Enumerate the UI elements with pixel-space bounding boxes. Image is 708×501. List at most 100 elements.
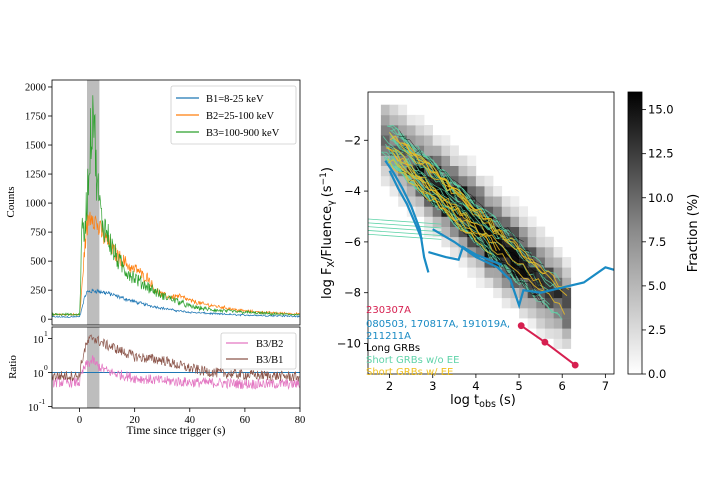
ratio-xtick-label: 40 <box>185 415 196 426</box>
counts-ylabel: Counts <box>5 186 17 217</box>
heatmap-cell <box>553 267 563 278</box>
heatmap-cell <box>475 196 485 207</box>
heatmap-cell <box>544 307 554 319</box>
heatmap-ylabel-unit: (s <box>320 185 335 197</box>
heatmap-cell <box>424 155 433 166</box>
heatmap-cell <box>380 165 390 177</box>
heatmap-cell <box>389 104 399 116</box>
heatmap-cell <box>493 186 503 197</box>
heatmap-cell <box>544 236 554 248</box>
counts-legend: B1=8-25 keV B2=25-100 keV B3=100-900 keV <box>170 85 297 145</box>
counts-ytick-label: 250 <box>30 286 46 297</box>
ratio-ytick-0: 10 0 <box>33 363 52 380</box>
heatmap-cell <box>544 257 554 268</box>
heatmap-cell <box>458 236 468 248</box>
heatmap-ylabel-unitexp: −1 <box>319 172 329 185</box>
heatmap-cell <box>432 155 442 166</box>
heatmap-cell <box>475 277 485 288</box>
heatmap-cell <box>475 175 485 187</box>
heatmap-cell <box>484 196 494 207</box>
heatmap-cell <box>544 328 554 339</box>
heatmap-ylabel-fsub: X <box>326 261 337 268</box>
heatmap-cell <box>450 175 459 187</box>
ratio-legend-box <box>220 332 297 370</box>
heatmap-cell <box>484 267 494 278</box>
heatmap-ytick-label: −2 <box>344 133 361 147</box>
heatmap-cell <box>527 297 537 309</box>
long-grb-curve <box>399 130 524 242</box>
heatmap-cell <box>501 287 511 299</box>
heatmap-cell <box>389 186 399 197</box>
colorbar-tick-label: 7.5 <box>648 235 666 249</box>
heatmap-cell <box>510 297 520 309</box>
heatmap-cell <box>493 287 503 299</box>
heatmap-series-080503 <box>384 159 430 273</box>
heatmap-cell <box>536 328 546 339</box>
counts-ytick-label: 750 <box>30 228 46 239</box>
heatmap-cell <box>450 155 459 166</box>
heatmap-cell <box>432 175 442 187</box>
heatmap-cell <box>441 216 451 227</box>
short-grb-wo-ee-curve <box>387 124 461 192</box>
heatmap-cell <box>493 277 503 288</box>
ratio-ytick-0-base: 10 <box>33 369 44 380</box>
heatmap-cell <box>553 287 563 299</box>
counts-series-line-2 <box>52 211 300 317</box>
counts-panel: 0 250 500 750 1000 1250 1500 1750 2000 Counts B1… <box>5 79 301 326</box>
ratio-ytick-0-exp: 0 <box>44 363 48 372</box>
heatmap-cell <box>380 145 390 156</box>
heatmap-cell <box>398 175 408 187</box>
short-grb-w-ee-curve <box>401 142 568 296</box>
heatmap-cell <box>467 236 477 248</box>
ratio-axes-frame <box>51 326 301 409</box>
heatmap-cell <box>424 186 433 197</box>
heatmap-legend: 230307A 080503, 170817A, 191019A, 211211… <box>366 305 510 378</box>
heatmap-cell <box>553 318 563 329</box>
heatmap-cell <box>536 318 546 329</box>
heatmap-cell <box>441 135 451 146</box>
ratio-shaded-interval <box>87 327 100 408</box>
heatmap-cell <box>510 247 520 258</box>
legend-label-b3b1: B3/B1 <box>256 355 283 366</box>
heatmap-cell <box>458 196 468 207</box>
heatmap-cell <box>450 226 459 238</box>
heatmap-cell <box>501 196 511 207</box>
heatmap-cell <box>510 206 520 217</box>
heatmap-cell <box>527 216 537 227</box>
heatmap-cell <box>553 328 563 339</box>
heatmap-cell <box>450 247 459 258</box>
heatmap-cell <box>450 206 459 217</box>
counts-ytick-label: 0 <box>41 315 46 326</box>
heatmap-cell <box>553 247 563 258</box>
heatmap-cell <box>484 277 494 288</box>
heatmap-cell <box>432 206 442 217</box>
grb230307a-point <box>541 338 549 346</box>
heatmap-cell <box>527 236 537 248</box>
heatmap-cell <box>519 307 528 319</box>
heatmap-cell <box>450 145 459 156</box>
heatmap-cell <box>501 297 511 309</box>
short-grb-plateau-curve <box>368 233 442 240</box>
heatmap-cell <box>553 277 563 288</box>
heatmap-cell <box>424 196 433 207</box>
short-grb-plateau-curve <box>368 218 442 225</box>
heatmap-cell <box>380 104 390 116</box>
heatmap-cell <box>467 165 477 177</box>
heatmap-cell <box>398 104 408 116</box>
short-grb-w-ee-curve <box>403 144 570 290</box>
heatmap-cell <box>467 155 477 166</box>
heatmap-series-211211a <box>428 245 503 266</box>
ratio-ytick-minus1: 10 -1 <box>28 397 52 414</box>
colorbar-tick-label: 10.0 <box>648 191 674 205</box>
heatmap-cell <box>441 186 451 197</box>
heatmap-ylabel-gsub: γ <box>326 200 337 206</box>
heatmap-ytick-label: −6 <box>344 235 361 249</box>
heatmap-cell <box>450 165 459 177</box>
heatmap-cell <box>510 226 520 238</box>
grb230307a-point <box>571 361 579 369</box>
heatmap-cell <box>432 135 442 146</box>
short-grb-plateau-curve <box>368 226 442 233</box>
heatmap-cell <box>519 247 528 258</box>
heatmap-cell <box>562 287 572 299</box>
